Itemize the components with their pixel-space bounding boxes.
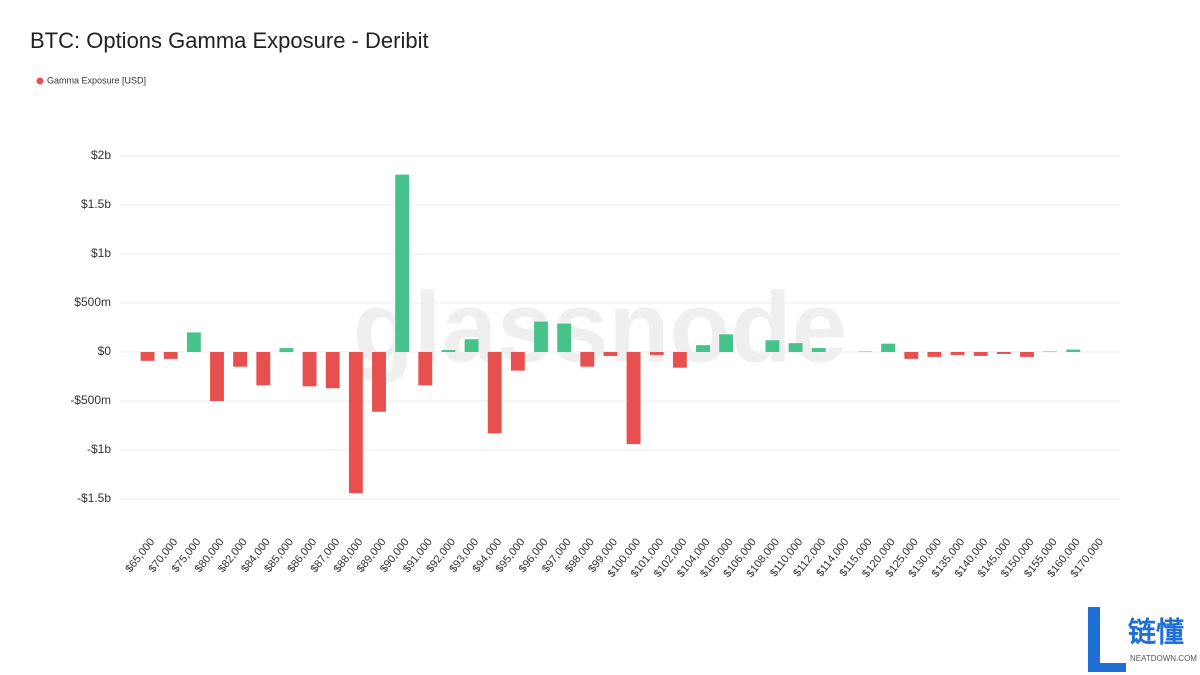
bar [279, 348, 294, 352]
legend-marker [36, 77, 44, 85]
y-tick-label: $1b [91, 246, 111, 260]
y-tick-label: -$1b [87, 442, 111, 456]
bar [649, 352, 664, 355]
bar [510, 352, 525, 371]
brand-logo: 链懂 NEATDOWN.COM [1088, 607, 1197, 672]
bar [372, 352, 386, 412]
bar [557, 323, 572, 352]
bar [534, 321, 548, 352]
y-tick-label: $500m [74, 295, 111, 309]
bar [395, 174, 410, 352]
bar [1066, 349, 1081, 352]
bar [464, 339, 479, 352]
bar [603, 352, 618, 356]
bar [302, 352, 317, 387]
bar [811, 348, 826, 352]
watermark: glassnode [353, 271, 848, 383]
bar [233, 352, 248, 367]
bar [487, 352, 502, 434]
brand-name: 链懂 [1128, 616, 1184, 647]
bar [765, 340, 780, 352]
bar [672, 352, 687, 368]
brand-site: NEATDOWN.COM [1130, 654, 1197, 663]
bar [348, 352, 363, 494]
bar [950, 352, 965, 355]
y-tick-label: $0 [98, 344, 112, 358]
y-tick-label: $1.5b [81, 197, 111, 211]
chart-title: BTC: Options Gamma Exposure - Deribit [30, 28, 429, 53]
bar [186, 332, 201, 352]
bar [441, 350, 456, 352]
bar [996, 352, 1011, 354]
bar [1020, 352, 1034, 357]
bar [788, 343, 803, 352]
y-tick-label: -$1.5b [77, 491, 111, 505]
legend-label[interactable]: Gamma Exposure [USD] [47, 75, 146, 85]
bar [904, 352, 919, 359]
y-tick-label: $2b [91, 148, 111, 162]
bar [881, 343, 896, 352]
bar [626, 352, 641, 445]
bar [256, 352, 271, 386]
y-tick-label: -$500m [70, 393, 111, 407]
bar [580, 352, 595, 367]
bar [418, 352, 433, 386]
logo-shape [1088, 607, 1126, 672]
bar [719, 334, 734, 352]
bar [696, 345, 710, 352]
bar [140, 352, 155, 361]
bar [927, 352, 942, 357]
bar [325, 352, 340, 389]
bar [210, 352, 224, 401]
bar [973, 352, 988, 356]
bar [163, 352, 178, 359]
